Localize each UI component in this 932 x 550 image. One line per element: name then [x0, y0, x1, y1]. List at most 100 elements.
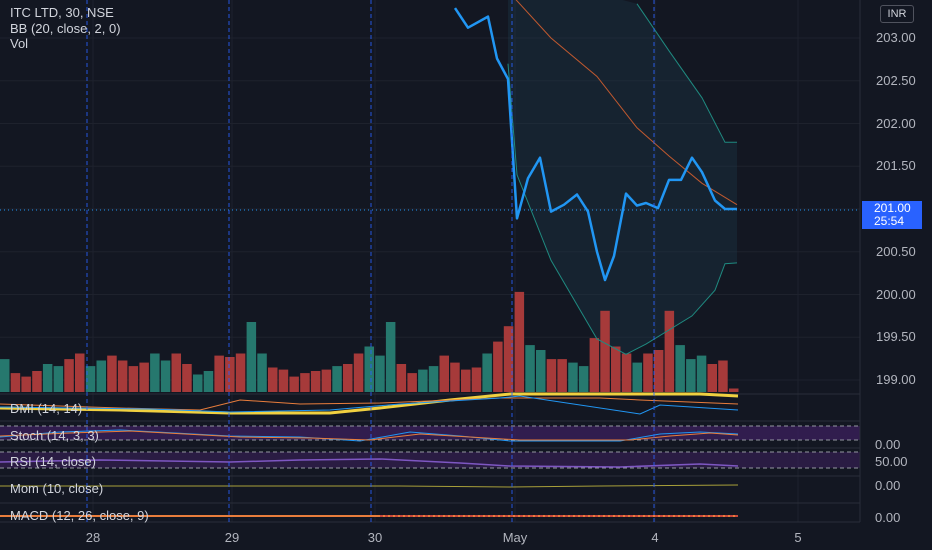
volume-bar	[150, 353, 160, 392]
macd-pane	[0, 502, 860, 523]
date-tick: 30	[367, 530, 383, 545]
price-tick: 203.00	[876, 30, 916, 45]
macd-label[interactable]: MACD (12, 26, close, 9)	[10, 508, 149, 523]
volume-bar	[182, 364, 192, 392]
bb-basis-line	[515, 0, 738, 206]
symbol-legend[interactable]: ITC LTD, 30, NSE	[10, 5, 114, 20]
volume-bar	[53, 366, 64, 392]
bb-legend[interactable]: BB (20, close, 2, 0)	[10, 21, 121, 36]
volume-bar	[482, 353, 492, 392]
volume-bar	[514, 291, 525, 392]
volume-bar	[461, 369, 471, 392]
dmi-label[interactable]: DMI (14, 14)	[10, 401, 83, 416]
volume-bar	[214, 355, 224, 392]
volume-bar	[32, 371, 42, 392]
volume-bar	[257, 353, 267, 392]
dmi-pane	[0, 392, 860, 415]
price-tick: 202.00	[876, 115, 916, 131]
volume-bar	[718, 360, 728, 392]
volume-bar	[664, 310, 675, 392]
volume-bar	[675, 345, 685, 392]
volume-bar	[568, 362, 578, 392]
volume-bar	[64, 359, 74, 392]
volume-bars	[0, 291, 739, 392]
volume-bar	[493, 341, 503, 392]
volume-bar	[289, 376, 299, 392]
volume-bar	[503, 326, 514, 392]
date-tick: 4	[651, 530, 659, 545]
last-price-tag: 201.00 25:54	[862, 201, 922, 229]
price-tick: 199.00	[876, 372, 916, 387]
volume-bar	[0, 359, 10, 392]
mom-line	[0, 484, 739, 488]
volume-bar	[729, 388, 739, 392]
volume-bar	[160, 360, 171, 392]
volume-bar	[621, 353, 632, 392]
volume-bar	[471, 367, 482, 392]
volume-bar	[364, 346, 374, 392]
volume-bar	[407, 373, 417, 392]
mom-axis-value: 0.00	[875, 478, 901, 493]
mom-pane	[0, 475, 860, 488]
volume-bar	[375, 355, 385, 392]
volume-bar	[600, 310, 610, 392]
volume-bar	[310, 371, 321, 392]
volume-bar	[385, 322, 396, 392]
volume-bar	[611, 346, 621, 392]
volume-bar	[557, 359, 567, 392]
volume-bar	[128, 366, 139, 392]
price-tick: 202.50	[876, 72, 916, 88]
volume-bar	[418, 369, 428, 392]
volume-bar	[696, 355, 707, 392]
rsi-axis-value: 50.00	[875, 454, 908, 469]
date-tick: 5	[794, 530, 802, 545]
currency-badge[interactable]: INR	[880, 5, 914, 23]
bb-upper-line	[636, 3, 737, 143]
volume-bar	[450, 362, 460, 392]
price-tick: 199.50	[876, 329, 916, 345]
rsi-label[interactable]: RSI (14, close)	[10, 454, 96, 469]
price-tick: 201.50	[876, 158, 916, 174]
price-tick: 200.00	[876, 286, 916, 302]
volume-bar	[632, 362, 642, 392]
volume-bar	[42, 364, 53, 392]
volume-bar	[268, 367, 278, 392]
volume-bar	[203, 371, 214, 392]
volume-bar	[353, 353, 364, 392]
volume-bar	[171, 353, 181, 392]
vol-legend[interactable]: Vol	[10, 36, 29, 51]
dmi-adx-line	[0, 392, 739, 415]
volume-bar	[589, 338, 600, 392]
mom-label[interactable]: Mom (10, close)	[10, 481, 104, 496]
volume-bar	[332, 366, 342, 392]
date-tick: 28	[85, 530, 101, 545]
price-line	[453, 7, 737, 282]
volume-bar	[85, 366, 96, 392]
volume-bar	[428, 366, 439, 392]
bb-band-fill	[508, 0, 737, 355]
volume-bar	[10, 373, 21, 392]
dmi-minus-line	[0, 395, 739, 415]
volume-bar	[707, 364, 717, 392]
volume-bar	[139, 362, 149, 392]
bb-lower-line	[507, 63, 738, 355]
volume-bar	[643, 353, 653, 392]
rsi-line	[0, 458, 739, 468]
rsi-pane	[0, 447, 860, 469]
volume-bar	[193, 374, 203, 392]
stoch-pane	[0, 420, 860, 442]
stoch-label[interactable]: Stoch (14, 3, 3)	[10, 428, 99, 443]
volume-bar	[321, 369, 332, 392]
volume-bar	[117, 360, 128, 392]
stoch-axis-value: 0.00	[875, 437, 901, 452]
volume-bar	[686, 359, 696, 392]
bar-countdown: 25:54	[874, 214, 905, 228]
volume-bar	[246, 322, 257, 392]
stoch-d-line	[0, 430, 739, 441]
stoch-k-line	[0, 429, 739, 442]
volume-bar	[225, 357, 235, 392]
volume-bar	[96, 360, 106, 392]
date-tick: 29	[224, 530, 240, 545]
volume-bar	[396, 364, 407, 392]
